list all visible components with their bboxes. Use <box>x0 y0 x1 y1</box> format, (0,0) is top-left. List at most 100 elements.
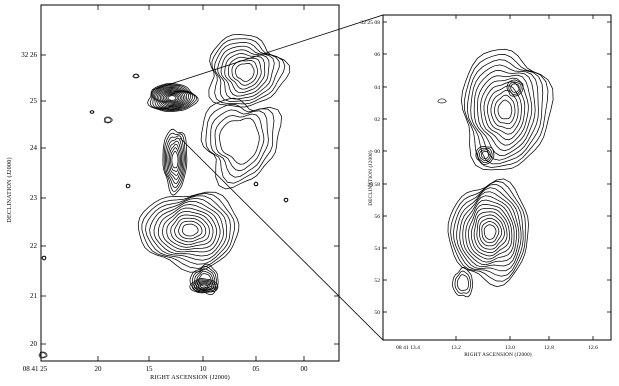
core-contour <box>153 87 192 109</box>
north-lobe-contour <box>208 34 291 108</box>
zoom-lower-lobe-contour <box>476 214 505 250</box>
north-lobe-contour <box>214 42 280 102</box>
zoom-tail-contour <box>456 274 469 292</box>
core-contour <box>158 90 186 107</box>
zoom-lower-lobe-contour <box>470 208 510 257</box>
zoom-line-upper <box>151 14 384 91</box>
isolated-blob-contour <box>42 256 46 260</box>
left-panel-frame <box>40 4 340 362</box>
left-y-tick-label: 22 <box>30 242 38 250</box>
north-diffuse-contour <box>205 103 275 184</box>
south-tail-contour <box>194 268 216 290</box>
zoom-lower-lobe-contour <box>468 204 513 260</box>
zoom-knot-contour <box>480 151 489 160</box>
right-y-tick-label: 32 25 08 <box>360 20 380 26</box>
isolated-blob-contour <box>133 74 139 78</box>
south-hotspot-contour <box>193 280 215 292</box>
zoom-isolated-blob-contour <box>437 98 447 104</box>
south-lobe-contour <box>170 214 210 246</box>
north-lobe-contour <box>228 56 262 90</box>
jet-contour <box>171 150 179 169</box>
core-contour <box>166 94 178 102</box>
left-y-tick-label: 20 <box>30 340 38 348</box>
south-tail-contour <box>189 263 219 296</box>
zoom-upper-lobe-contour <box>466 59 544 165</box>
core-contour <box>156 89 188 108</box>
south-hotspot-contour <box>195 281 213 291</box>
isolated-blob-contour <box>254 182 258 186</box>
left-panel: 32 26 25 24 23 22 21 20 08 41 25 20 15 1… <box>6 4 340 381</box>
isolated-blob-contour <box>132 73 140 79</box>
left-x-tick-label: 20 <box>95 365 103 373</box>
isolated-blob-contour <box>284 198 288 202</box>
jet-contour <box>167 140 183 180</box>
south-hotspot-contour <box>200 283 209 289</box>
north-diffuse-contour <box>214 113 265 172</box>
left-x-tick-label: 15 <box>146 365 154 373</box>
core-contour <box>167 95 177 101</box>
jet-contour <box>170 147 180 172</box>
left-x-tick-label: 08 41 25 <box>23 365 48 373</box>
isolated-blob-contour <box>89 110 95 114</box>
north-lobe-contour <box>224 53 266 94</box>
zoom-lower-lobe-contour <box>465 199 515 263</box>
right-panel-frame <box>382 14 612 341</box>
left-y-tick-label: 25 <box>30 97 38 105</box>
core-contour <box>161 92 183 105</box>
left-y-axis-title: DECLINATION (J2000) <box>6 157 13 223</box>
south-lobe-contour <box>162 207 217 251</box>
right-x-tick-label: 12.8 <box>544 345 554 351</box>
left-y-tick-label: 32 26 <box>21 51 37 59</box>
zoom-knot-contour <box>475 146 495 165</box>
core-contour <box>151 85 196 111</box>
north-lobe-contour <box>211 38 286 105</box>
right-y-tick-label: 50 <box>374 310 380 316</box>
isolated-blob-contour <box>90 110 94 114</box>
isolated-blob-contour <box>104 117 112 123</box>
south-lobe-contour <box>157 204 221 253</box>
south-hotspot-contour <box>198 282 211 290</box>
right-contour-map <box>437 48 554 298</box>
core-contour <box>152 86 194 110</box>
zoom-tail-contour <box>454 270 472 294</box>
north-lobe-contour <box>217 45 275 100</box>
zoom-tail-contour <box>452 266 474 298</box>
south-lobe-contour <box>182 223 199 237</box>
zoom-lower-lobe-contour <box>453 183 524 277</box>
core-contour <box>159 91 184 106</box>
left-x-tick-marks <box>97 5 305 361</box>
zoom-upper-lobe-contour <box>477 74 533 152</box>
core-contour <box>164 93 180 103</box>
core-contour <box>155 88 189 108</box>
zoom-lower-lobe-contour <box>450 180 526 282</box>
zoom-lower-lobe-contour <box>447 178 529 288</box>
right-y-tick-label: 56 <box>374 214 380 220</box>
left-x-tick-label: 00 <box>301 365 309 373</box>
zoom-lower-lobe-contour <box>462 195 517 266</box>
south-hotspot-contour <box>191 279 217 293</box>
zoom-upper-lobe-contour <box>494 94 516 125</box>
core-contour <box>162 92 181 104</box>
zoom-lower-lobe-contour <box>459 191 520 268</box>
left-y-tick-label: 24 <box>30 144 38 152</box>
right-y-tick-marks <box>383 21 611 313</box>
right-y-tick-label: 04 <box>374 85 380 91</box>
right-x-tick-marks <box>455 15 594 340</box>
left-y-tick-label: 23 <box>30 194 38 202</box>
isolated-blob-contour <box>103 116 113 124</box>
zoom-upper-peak-contour <box>508 81 522 95</box>
right-x-tick-label: 08 41 13.4 <box>396 345 420 351</box>
north-lobe-contour <box>231 60 259 86</box>
left-x-tick-label: 10 <box>200 365 208 373</box>
zoom-lower-lobe-contour <box>456 187 522 272</box>
zoom-connector-lines <box>151 14 384 341</box>
left-x-axis-title: RIGHT ASCENSION (J2000) <box>150 374 230 381</box>
zoom-lower-lobe-contour <box>483 224 497 240</box>
right-panel: 32 25 08 06 04 02 00 24 58 56 54 52 50 0… <box>360 14 612 358</box>
isolated-blob-contour <box>38 351 48 359</box>
left-y-tick-marks <box>41 54 339 345</box>
zoom-line-lower <box>179 137 384 341</box>
south-lobe-contour <box>141 193 236 269</box>
right-x-tick-label: 13.2 <box>451 345 461 351</box>
